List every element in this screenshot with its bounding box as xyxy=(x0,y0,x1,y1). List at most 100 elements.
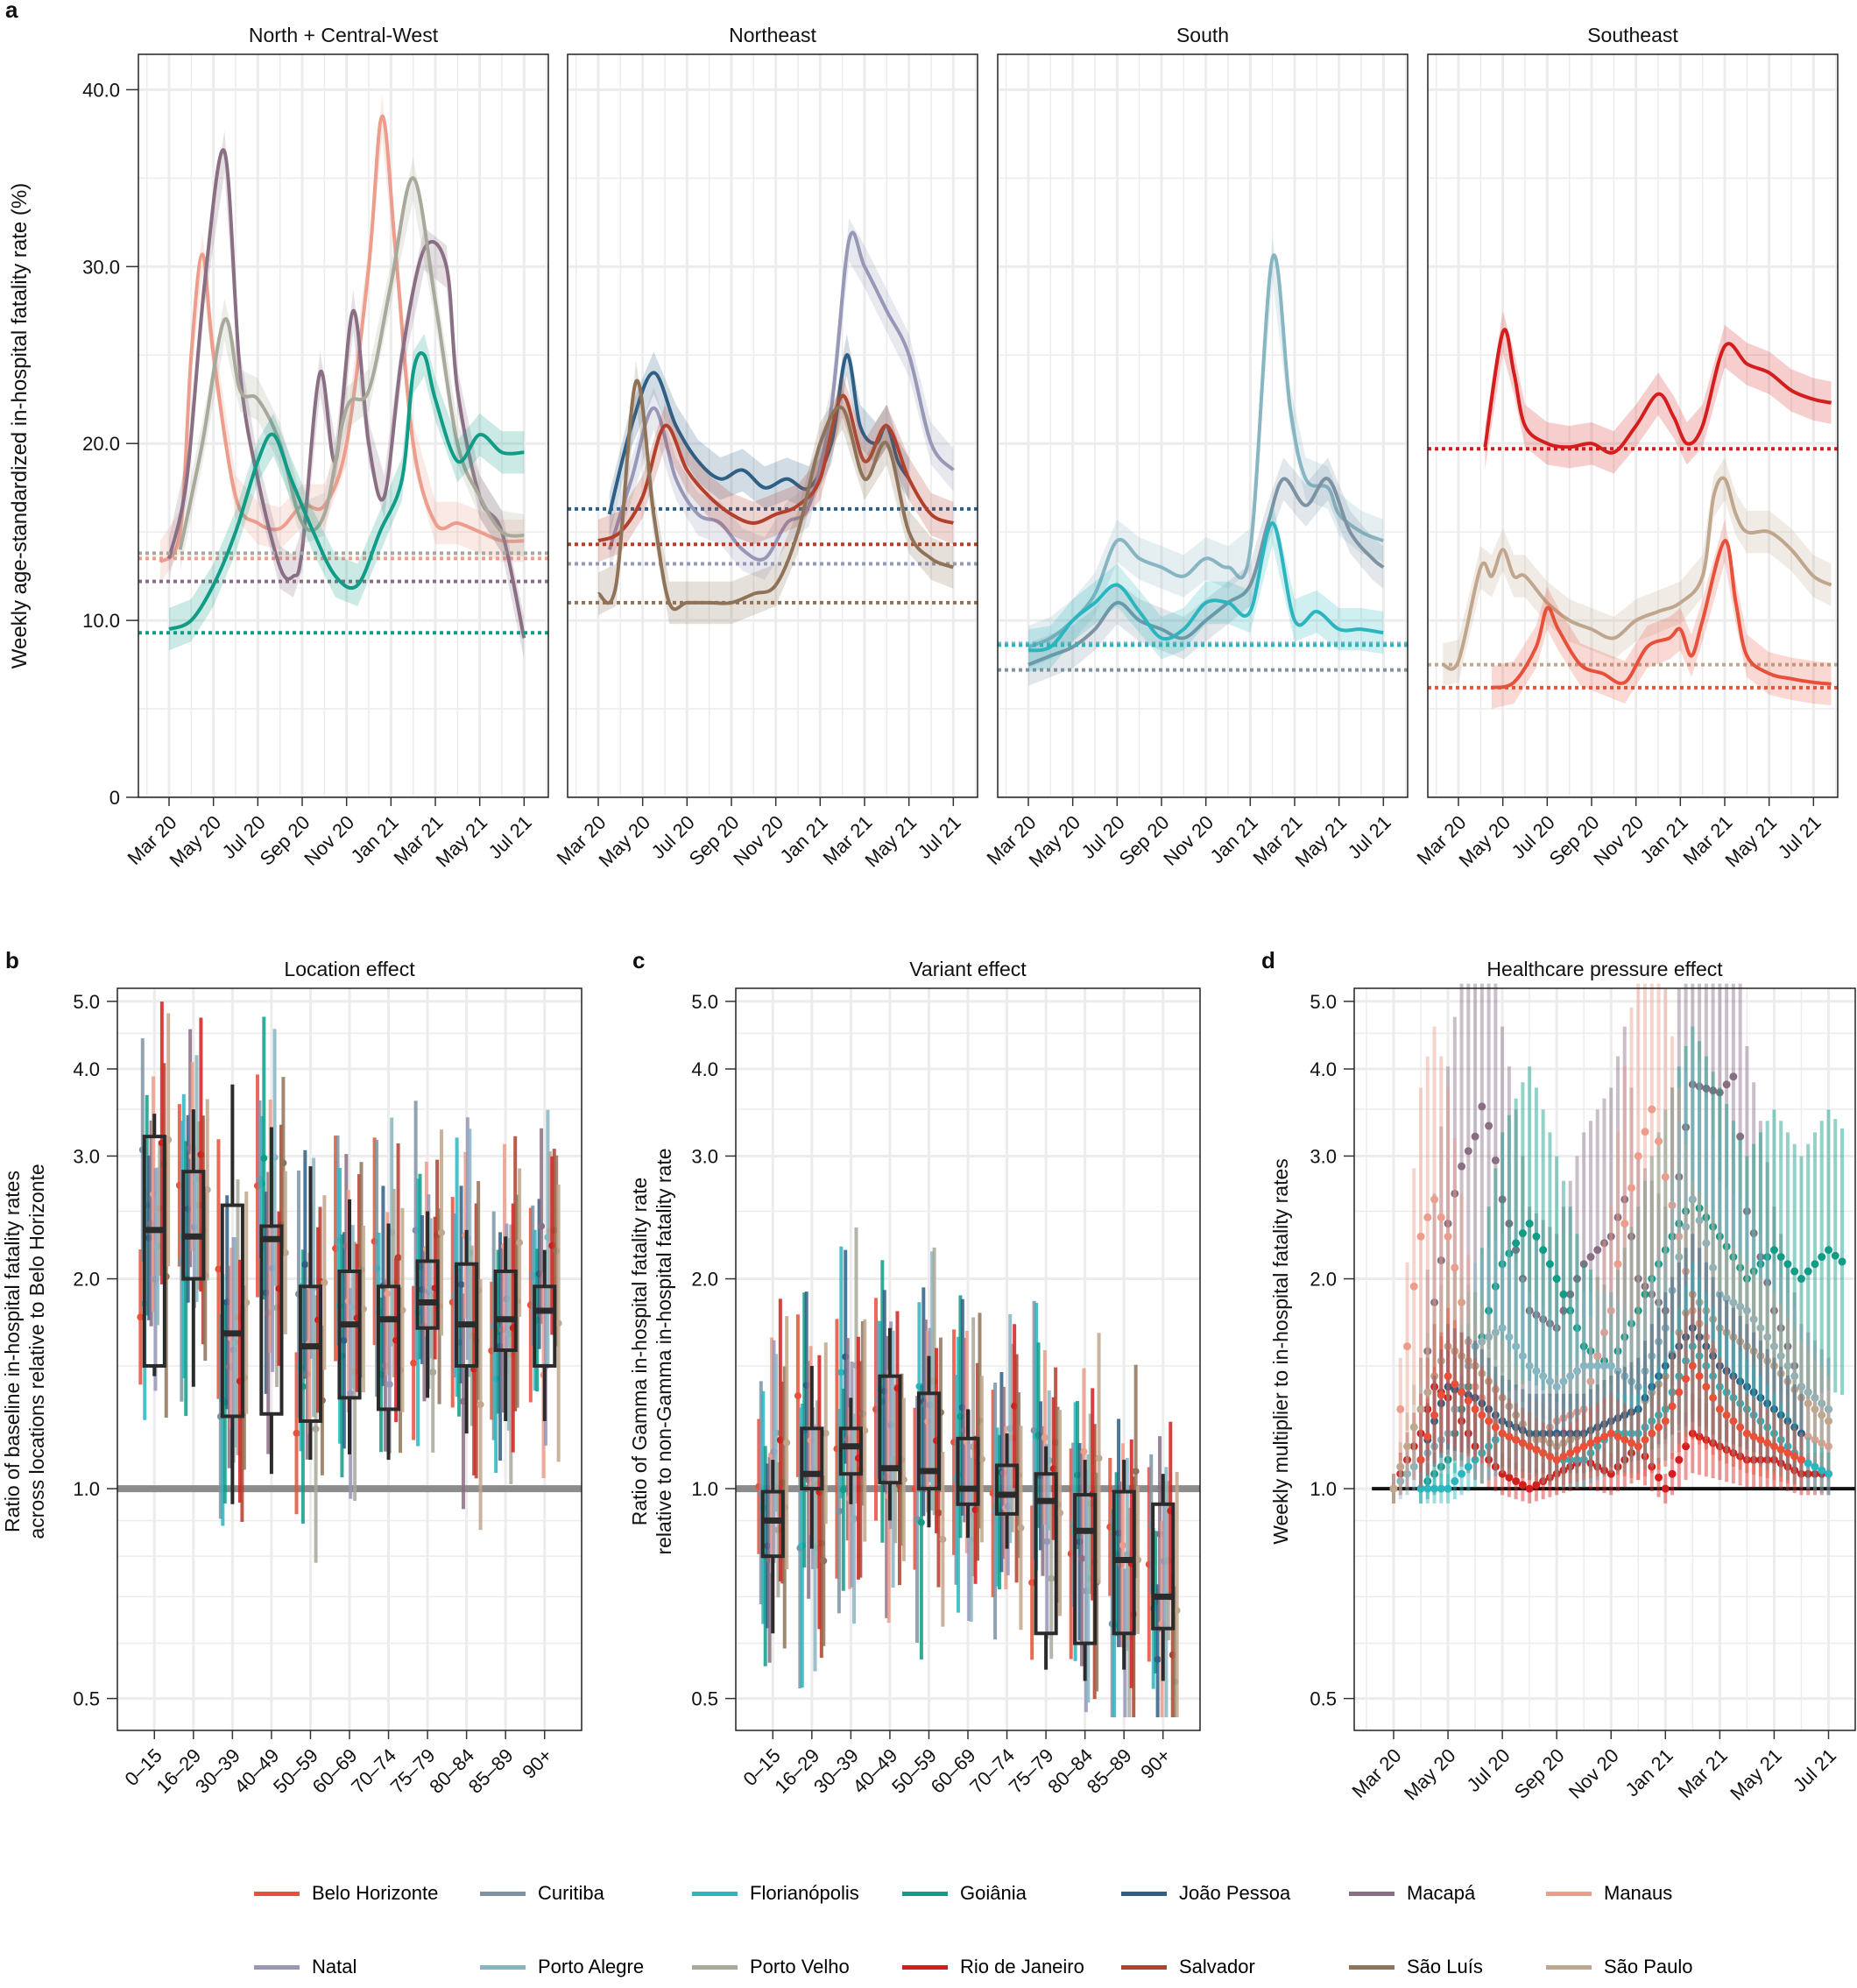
weekly-point xyxy=(1648,1462,1656,1471)
weekly-point xyxy=(1729,1333,1738,1341)
weekly-point xyxy=(1661,1324,1670,1333)
weekly-point xyxy=(1498,1469,1507,1478)
weekly-point xyxy=(1702,1213,1711,1221)
city-point xyxy=(1134,1556,1142,1564)
weekly-point xyxy=(1559,1429,1568,1438)
city-point xyxy=(1095,1454,1103,1462)
weekly-point xyxy=(1539,1246,1548,1255)
series-ribbon xyxy=(169,130,525,660)
weekly-point xyxy=(1478,1448,1486,1457)
weekly-point xyxy=(1593,1435,1602,1444)
y-tick-label: 20.0 xyxy=(82,433,120,455)
weekly-point xyxy=(1655,1260,1663,1269)
panel-a: a Weekly age-standardized in-hospital fat… xyxy=(5,0,1839,872)
weekly-point xyxy=(1702,1239,1711,1248)
box xyxy=(142,1135,166,1368)
weekly-point xyxy=(1655,1380,1663,1389)
weekly-point xyxy=(1628,1439,1636,1447)
weekly-point xyxy=(1478,1411,1486,1419)
city-point xyxy=(301,1261,309,1269)
weekly-point xyxy=(1532,1446,1541,1454)
x-tick-label: 90+ xyxy=(518,1744,556,1783)
city-point xyxy=(215,1265,222,1273)
weekly-point xyxy=(1634,1429,1642,1438)
weekly-point xyxy=(1818,1411,1826,1419)
weekly-point xyxy=(1702,1333,1711,1341)
weekly-point xyxy=(1485,1121,1493,1130)
city-point xyxy=(835,1507,843,1515)
weekly-point xyxy=(1444,1220,1452,1228)
weekly-point xyxy=(1478,1102,1486,1111)
legend-item: João Pessoa xyxy=(1121,1882,1290,1905)
weekly-point xyxy=(1512,1246,1521,1255)
weekly-point xyxy=(1668,1402,1677,1411)
city-point xyxy=(477,1401,484,1409)
weekly-point xyxy=(1430,1411,1439,1419)
legend-label: Rio de Janeiro xyxy=(960,1956,1084,1977)
series-line xyxy=(1027,477,1385,667)
weekly-point xyxy=(1715,1088,1724,1097)
weekly-point xyxy=(1688,1342,1697,1351)
weekly-point xyxy=(1797,1469,1805,1478)
weekly-point xyxy=(1464,1429,1472,1438)
weekly-point xyxy=(1491,1462,1500,1471)
weekly-point xyxy=(1695,1204,1704,1213)
weekly-point xyxy=(1797,1393,1805,1402)
weekly-point xyxy=(1811,1435,1819,1444)
weekly-point xyxy=(1790,1372,1799,1381)
city-point xyxy=(243,1298,251,1306)
weekly-point xyxy=(1824,1442,1832,1451)
weekly-point xyxy=(1620,1435,1629,1444)
weekly-point xyxy=(1709,1393,1718,1402)
weekly-point xyxy=(1797,1275,1805,1284)
weekly-point xyxy=(1606,1429,1615,1438)
weekly-point xyxy=(1532,1481,1541,1489)
weekly-point xyxy=(1776,1411,1785,1419)
weekly-point xyxy=(1769,1246,1778,1255)
weekly-point xyxy=(1525,1220,1534,1228)
weekly-point xyxy=(1552,1442,1561,1451)
weekly-point xyxy=(1668,1232,1677,1241)
weekly-point xyxy=(1783,1362,1792,1370)
weekly-point xyxy=(1491,1417,1500,1426)
legend-swatch xyxy=(1349,1891,1395,1896)
weekly-point xyxy=(1736,1263,1745,1272)
weekly-point xyxy=(1593,1246,1602,1255)
weekly-point xyxy=(1661,1246,1670,1255)
weekly-point xyxy=(1572,1455,1581,1464)
weekly-point xyxy=(1675,1253,1684,1262)
weekly-point xyxy=(1437,1399,1445,1408)
weekly-point xyxy=(1641,1282,1649,1291)
weekly-point xyxy=(1423,1477,1432,1486)
weekly-point xyxy=(1579,1404,1588,1413)
weekly-point xyxy=(1702,1084,1711,1093)
box xyxy=(415,1259,440,1330)
weekly-point xyxy=(1545,1439,1554,1447)
weekly-point xyxy=(1599,1328,1608,1337)
y-tick-label: 3.0 xyxy=(1310,1145,1337,1167)
y-axis-label: Ratio of Gamma in-hospital fatality rate xyxy=(628,1178,651,1526)
weekly-point xyxy=(1722,1294,1731,1303)
weekly-point xyxy=(1566,1455,1575,1464)
weekly-point xyxy=(1512,1239,1521,1248)
box xyxy=(1034,1472,1058,1636)
weekly-point xyxy=(1416,1429,1425,1438)
weekly-point xyxy=(1661,1172,1670,1181)
weekly-point xyxy=(1579,1429,1588,1438)
weekly-point xyxy=(1742,1383,1751,1391)
weekly-point xyxy=(1668,1286,1677,1295)
weekly-point xyxy=(1545,1377,1554,1386)
weekly-point xyxy=(1444,1232,1452,1241)
city-point xyxy=(783,1439,791,1447)
facet-frame xyxy=(567,53,978,798)
weekly-point xyxy=(1572,1429,1581,1438)
weekly-point xyxy=(1682,1375,1691,1383)
weekly-point xyxy=(1444,1383,1452,1391)
weekly-point xyxy=(1444,1372,1452,1381)
weekly-point xyxy=(1811,1462,1819,1471)
legend-item: Goiânia xyxy=(902,1882,1027,1905)
legend-item: Porto Alegre xyxy=(480,1956,644,1978)
weekly-point xyxy=(1655,1423,1663,1432)
legend-label: Porto Velho xyxy=(750,1956,850,1977)
